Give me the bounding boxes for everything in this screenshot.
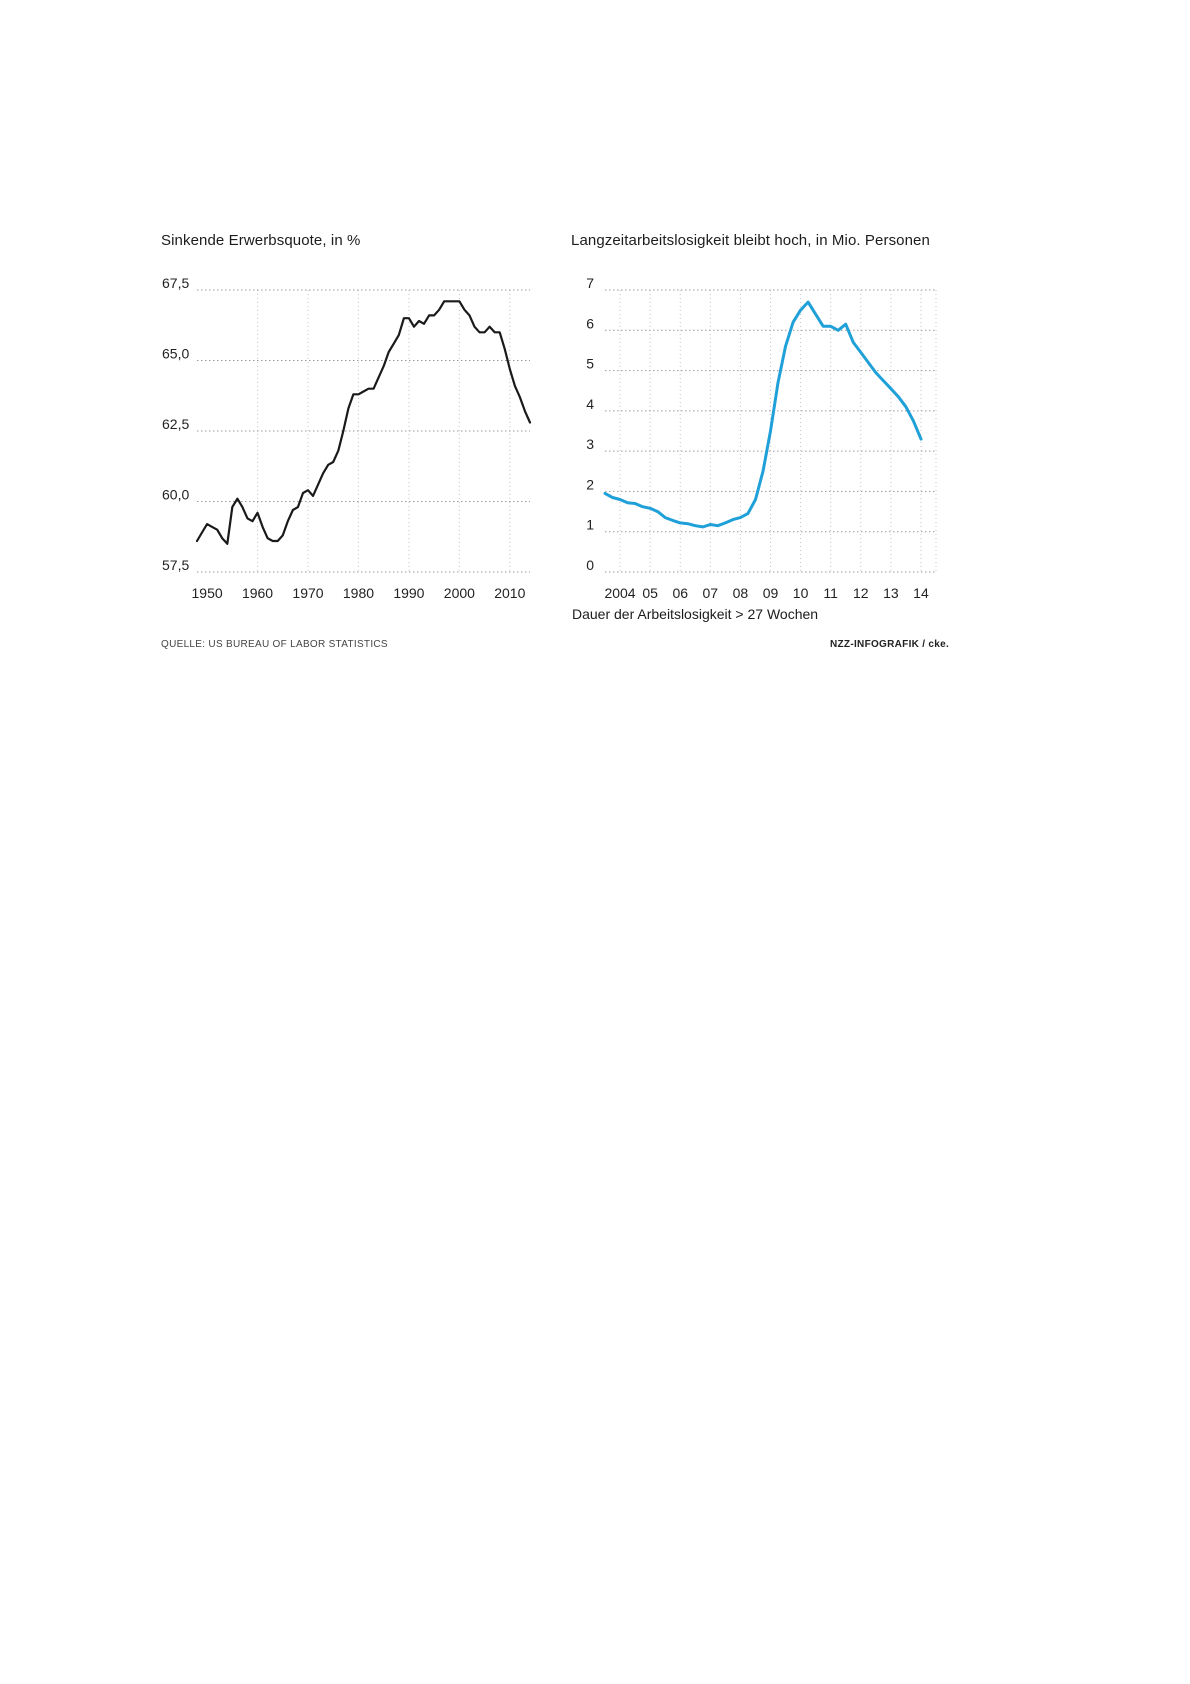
y-tick-label: 0 bbox=[586, 557, 594, 573]
left-chart-title: Sinkende Erwerbsquote, in % bbox=[161, 232, 361, 249]
x-tick-label: 05 bbox=[642, 585, 658, 601]
left-line-chart: 57,5 60,0 62,5 65,0 67,5 1950 1960 1970 1980 1990… bbox=[162, 275, 532, 601]
y-tick-label: 7 bbox=[586, 275, 594, 291]
x-tick-label: 09 bbox=[763, 585, 779, 601]
x-tick-label: 10 bbox=[793, 585, 809, 601]
x-tick-label: 2000 bbox=[444, 585, 475, 601]
credit-note: NZZ-INFOGRAFIK / cke. bbox=[830, 639, 950, 650]
right-chart-title: Langzeitarbeitslosigkeit bleibt hoch, in… bbox=[571, 232, 930, 249]
x-tick-label: 12 bbox=[853, 585, 869, 601]
right-chart-x-note: Dauer der Arbeitslosigkeit > 27 Wochen bbox=[572, 606, 819, 622]
y-tick-label: 62,5 bbox=[162, 416, 189, 432]
y-tick-label: 4 bbox=[586, 396, 594, 412]
x-tick-label: 13 bbox=[883, 585, 899, 601]
y-tick-label: 2 bbox=[586, 476, 594, 492]
series-line bbox=[603, 300, 923, 529]
x-tick-label: 07 bbox=[703, 585, 719, 601]
x-tick-label: 14 bbox=[913, 585, 929, 601]
y-tick-label: 3 bbox=[586, 436, 594, 452]
x-tick-label: 11 bbox=[823, 585, 838, 601]
x-tick-label: 06 bbox=[672, 585, 688, 601]
x-tick-label: 1980 bbox=[343, 585, 374, 601]
y-tick-label: 57,5 bbox=[162, 557, 189, 573]
x-tick-label: 08 bbox=[733, 585, 749, 601]
x-tick-label: 1950 bbox=[192, 585, 223, 601]
x-tick-label: 2010 bbox=[494, 585, 525, 601]
x-tick-label: 2004 bbox=[604, 585, 635, 601]
x-tick-label: 1960 bbox=[242, 585, 273, 601]
x-tick-label: 1990 bbox=[393, 585, 424, 601]
y-tick-label: 60,0 bbox=[162, 487, 189, 503]
source-note: QUELLE: US BUREAU OF LABOR STATISTICS bbox=[161, 639, 388, 650]
y-tick-label: 6 bbox=[586, 315, 594, 331]
y-tick-label: 5 bbox=[586, 356, 594, 372]
y-tick-label: 67,5 bbox=[162, 275, 189, 291]
y-tick-label: 65,0 bbox=[162, 346, 189, 362]
x-tick-label: 1970 bbox=[292, 585, 323, 601]
series-line bbox=[195, 300, 532, 545]
y-tick-label: 1 bbox=[586, 517, 594, 533]
